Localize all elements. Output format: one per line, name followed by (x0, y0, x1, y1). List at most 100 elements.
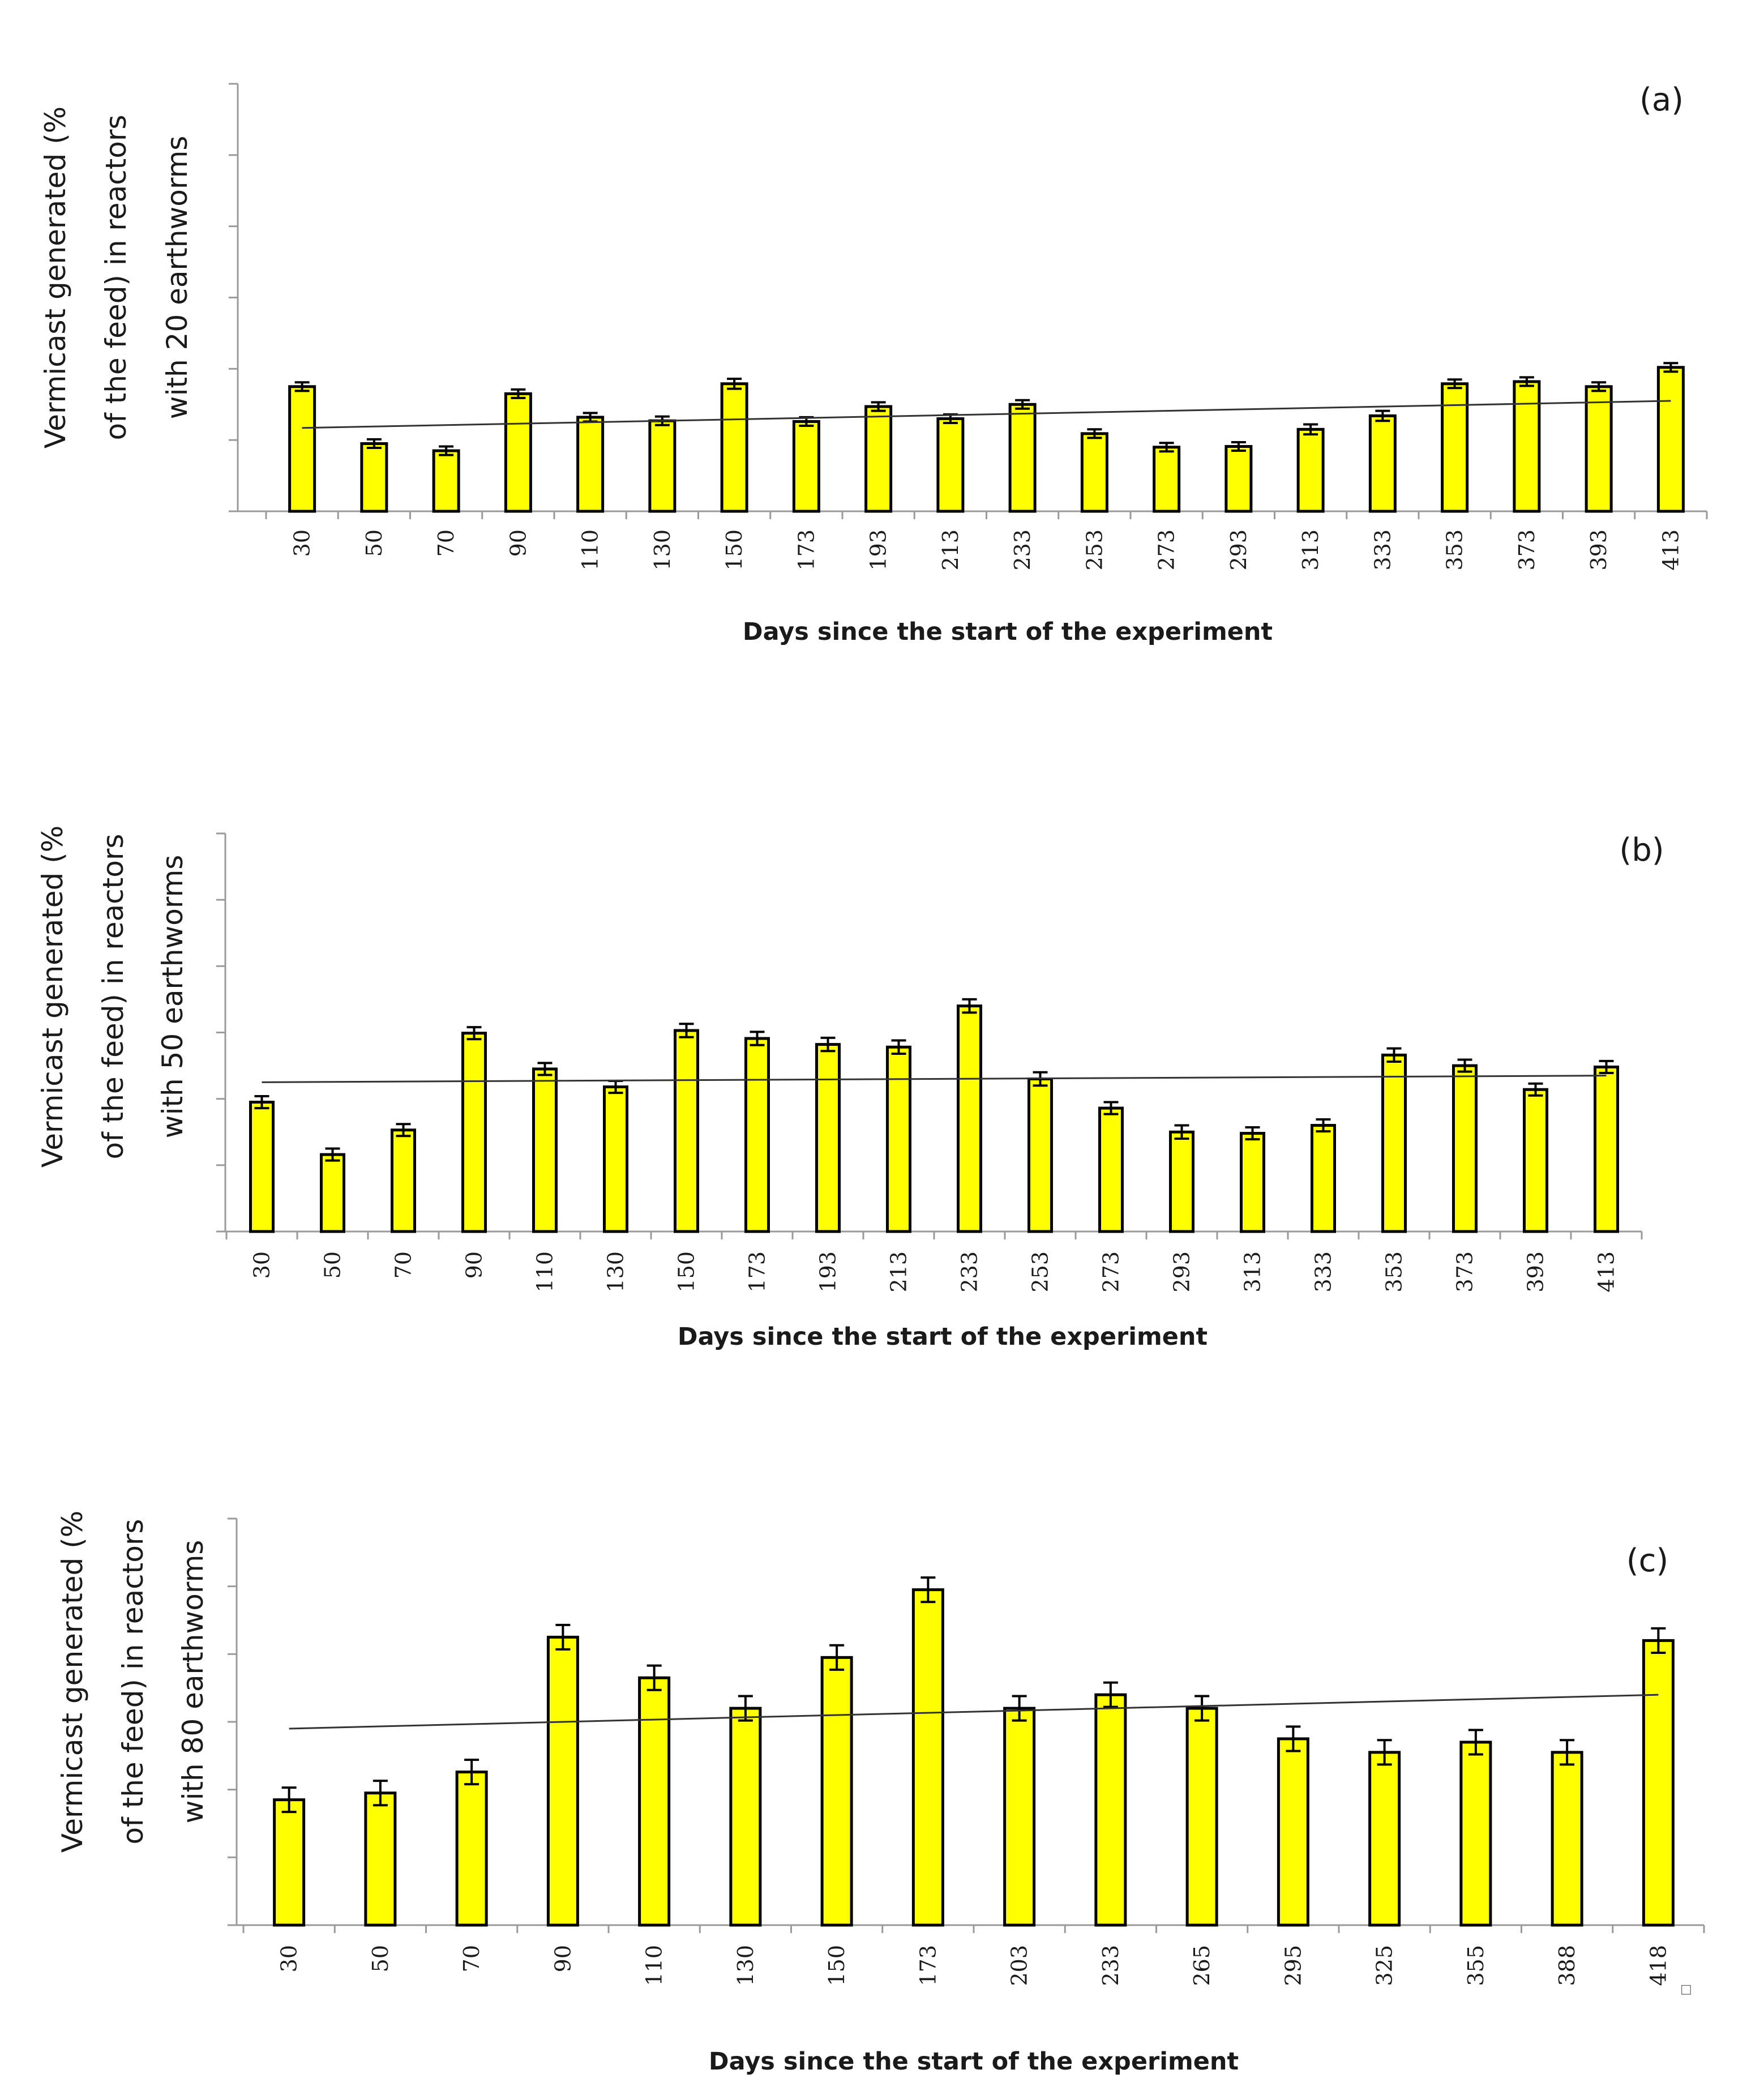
chart-b-bar-110 (532, 1067, 558, 1233)
chart-b-x-tick-label: 293 (1170, 1251, 1194, 1293)
chart-b-bar-293 (1169, 1130, 1194, 1233)
chart-b-x-tick-label: 130 (603, 1251, 628, 1293)
chart-a-x-tick-label: 393 (1586, 529, 1611, 571)
chart-c-x-tick-label: 388 (1555, 1945, 1579, 1986)
chart-b-bar-150 (674, 1029, 699, 1233)
chart-panel-a: Vermicast generated (% of the feed) in r… (0, 0, 1764, 668)
chart-a-panel-label: (a) (1639, 82, 1684, 118)
chart-a-bar-30 (288, 385, 316, 513)
chart-c-x-tick-label: 50 (368, 1945, 393, 1972)
chart-c-x-tick-label: 418 (1646, 1945, 1671, 1986)
chart-c-svg: Vermicast generated (% of the feed) in r… (56, 1511, 1705, 2076)
chart-c-bar-130 (729, 1707, 762, 1927)
chart-a-bar-313 (1296, 427, 1325, 513)
chart-a-x-tick-label: 413 (1658, 529, 1683, 571)
chart-b-bar-173 (744, 1037, 770, 1233)
chart-a-x-tick-label: 70 (434, 529, 459, 557)
chart-a-x-tick-label: 110 (578, 529, 603, 571)
chart-c-bar-173 (911, 1588, 944, 1927)
corner-marker: □ (1680, 1982, 1692, 1996)
chart-b-bar-353 (1381, 1053, 1407, 1233)
chart-a-bar-373 (1513, 380, 1541, 513)
chart-b-bar-333 (1311, 1124, 1336, 1233)
chart-c-x-tick-label: 110 (642, 1945, 667, 1986)
chart-b-bar-253 (1027, 1078, 1053, 1233)
chart-b-ylabel-line3: with 50 earthworms (156, 855, 189, 1139)
chart-a-x-tick-label: 150 (722, 529, 747, 571)
chart-c-bar-90 (546, 1635, 579, 1927)
chart-b-x-tick-label: 213 (887, 1251, 911, 1293)
chart-c-bar-70 (455, 1771, 488, 1927)
chart-a-x-tick-label: 193 (866, 529, 891, 571)
chart-b-bar-193 (815, 1043, 841, 1233)
chart-b-x-tick-label: 393 (1523, 1251, 1548, 1293)
chart-c-bar-325 (1368, 1751, 1401, 1927)
chart-a-bar-353 (1441, 382, 1469, 513)
chart-c-x-tick-label: 203 (1007, 1945, 1032, 1986)
chart-a-bar-110 (576, 416, 605, 513)
chart-b-bar-213 (886, 1045, 911, 1233)
chart-a-ylabel-line1: Vermicast generated (% (39, 106, 72, 448)
chart-c-bar-388 (1551, 1751, 1583, 1927)
chart-b-x-tick-label: 253 (1028, 1251, 1053, 1293)
chart-b-svg: Vermicast generated (% of the feed) in r… (36, 826, 1664, 1351)
chart-b-ylabel-line1: Vermicast generated (% (36, 826, 69, 1168)
chart-a-xlabel: Days since the start of the experiment (743, 618, 1273, 646)
chart-a-bar-333 (1368, 414, 1397, 513)
chart-b-x-tick-label: 273 (1099, 1251, 1124, 1293)
chart-a-x-tick-label: 373 (1514, 529, 1539, 571)
chart-panel-b: Vermicast generated (% of the feed) in r… (0, 668, 1764, 1359)
chart-a-x-tick-label: 353 (1442, 529, 1467, 571)
chart-c-bar-150 (820, 1656, 853, 1927)
chart-b-x-tick-label: 173 (745, 1251, 770, 1293)
chart-c-ylabel-line3: with 80 earthworms (177, 1540, 209, 1824)
chart-c-bar-418 (1642, 1639, 1675, 1927)
chart-b-x-tick-label: 373 (1453, 1251, 1478, 1293)
chart-b-x-tick-label: 313 (1240, 1251, 1265, 1293)
chart-b-x-tick-label: 233 (957, 1251, 982, 1293)
chart-c-x-tick-label: 355 (1463, 1945, 1488, 1986)
chart-b-bar-70 (391, 1128, 416, 1233)
chart-a-trendline (302, 400, 1671, 429)
chart-c-ylabel-line1: Vermicast generated (% (56, 1511, 89, 1853)
chart-b-xlabel: Days since the start of the experiment (678, 1323, 1208, 1351)
chart-c-xlabel: Days since the start of the experiment (709, 2047, 1239, 2076)
chart-b-x-tick-label: 30 (250, 1251, 275, 1279)
chart-a-bar-213 (936, 417, 965, 513)
chart-b-x-tick-label: 70 (391, 1251, 416, 1279)
chart-c-bar-30 (273, 1798, 306, 1927)
chart-a-x-tick-label: 313 (1298, 529, 1323, 571)
chart-a-bar-413 (1656, 366, 1685, 513)
chart-b-ylabel-line2: of the feed) in reactors (97, 834, 130, 1160)
chart-c-x-tick-label: 295 (1281, 1945, 1305, 1986)
chart-c-bar-203 (1003, 1707, 1036, 1927)
chart-b-bar-130 (603, 1085, 628, 1233)
chart-b-bar-313 (1240, 1132, 1265, 1233)
chart-c-panel-label: (c) (1626, 1542, 1668, 1579)
chart-a-bar-90 (504, 392, 532, 513)
chart-a-bar-253 (1080, 432, 1108, 513)
chart-c-trendline (289, 1694, 1659, 1730)
chart-panel-c: Vermicast generated (% of the feed) in r… (0, 1359, 1764, 2078)
chart-b-bar-50 (320, 1153, 345, 1233)
chart-a-ylabel-line2: of the feed) in reactors (100, 115, 132, 441)
chart-b-x-tick-label: 193 (816, 1251, 841, 1293)
chart-b-panel-label: (b) (1619, 832, 1664, 869)
chart-c-x-tick-label: 90 (550, 1945, 575, 1972)
chart-b-bar-413 (1594, 1065, 1619, 1233)
chart-b-bar-373 (1452, 1064, 1478, 1233)
chart-b-x-tick-label: 90 (462, 1251, 487, 1279)
chart-a-bar-393 (1585, 385, 1613, 513)
chart-a-bar-70 (432, 449, 460, 513)
chart-a-bar-130 (648, 419, 677, 513)
chart-c-x-tick-label: 325 (1372, 1945, 1397, 1986)
chart-a-bar-193 (864, 405, 893, 513)
chart-c-bar-265 (1185, 1707, 1218, 1927)
chart-a-bar-233 (1008, 403, 1037, 513)
chart-c-bar-50 (364, 1791, 397, 1927)
chart-a-bar-150 (720, 382, 748, 513)
chart-c-x-tick-label: 130 (733, 1945, 758, 1986)
chart-a-bar-273 (1153, 446, 1181, 513)
chart-a-svg: Vermicast generated (% of the feed) in r… (39, 82, 1708, 646)
chart-b-x-tick-label: 150 (674, 1251, 699, 1293)
